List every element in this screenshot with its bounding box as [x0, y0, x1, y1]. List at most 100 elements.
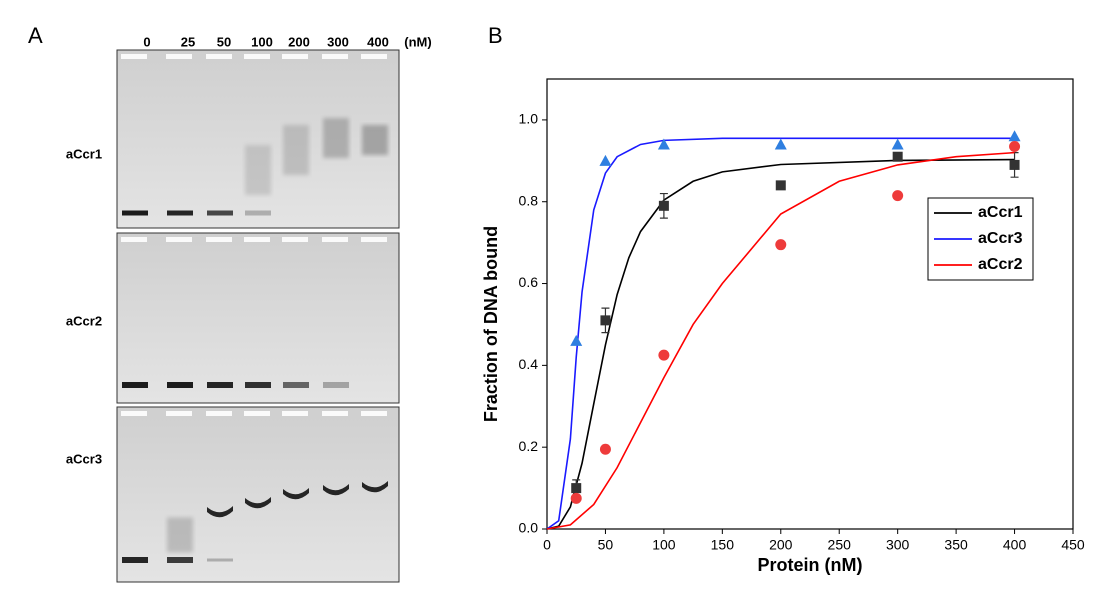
- data-point: [1008, 130, 1021, 142]
- gel-band: [207, 382, 233, 388]
- well: [322, 54, 348, 59]
- gel-band: [283, 382, 309, 388]
- gel-band: [323, 382, 349, 388]
- panel-label: A: [28, 23, 43, 48]
- data-point: [892, 190, 904, 202]
- data-point: [599, 443, 611, 455]
- gel-band: [207, 506, 233, 518]
- data-point: [658, 200, 669, 211]
- gel-band: [323, 484, 349, 496]
- x-tick-label: 100: [652, 537, 676, 553]
- gel-band: [122, 557, 148, 563]
- y-tick-label: 0.2: [519, 438, 539, 454]
- data-point: [657, 138, 670, 150]
- x-tick-label: 250: [828, 537, 852, 553]
- data-point: [774, 138, 787, 150]
- well: [244, 411, 270, 416]
- legend-label: aCcr2: [978, 256, 1023, 273]
- lane-label: 400: [367, 34, 389, 49]
- y-tick-label: 1.0: [519, 111, 539, 127]
- lane-label: 25: [181, 34, 195, 49]
- well: [206, 411, 232, 416]
- y-axis-label: Fraction of DNA bound: [481, 226, 501, 422]
- data-point: [775, 239, 787, 251]
- lane-label: 300: [327, 34, 349, 49]
- lane-label: 200: [288, 34, 310, 49]
- gel-smear: [245, 145, 271, 195]
- data-point: [599, 154, 612, 166]
- x-axis-label: Protein (nM): [758, 555, 863, 575]
- gel-smear: [362, 125, 388, 155]
- well: [361, 54, 387, 59]
- well: [206, 237, 232, 242]
- well: [244, 54, 270, 59]
- legend-label: aCcr3: [978, 230, 1023, 247]
- data-point: [775, 180, 786, 191]
- gel-band: [362, 481, 388, 493]
- gel-band: [245, 382, 271, 388]
- lane-label: 0: [143, 34, 150, 49]
- data-point: [571, 483, 582, 494]
- well: [206, 54, 232, 59]
- fit-curve: [546, 151, 1015, 530]
- data-point: [570, 334, 583, 346]
- well: [322, 411, 348, 416]
- data-point: [1009, 159, 1020, 170]
- x-tick-label: 0: [543, 537, 551, 553]
- well: [282, 54, 308, 59]
- data-point: [570, 492, 582, 504]
- fit-curve: [546, 137, 1015, 530]
- data-point: [892, 151, 903, 162]
- gel-panel: 0 25 50 100 200 300 400 (nM) aCcr1 aCcr2 aCcr3: [66, 34, 432, 583]
- x-tick-label: 150: [711, 537, 735, 553]
- gel-band: [167, 557, 193, 563]
- plot-frame: [546, 78, 1074, 530]
- gel: [116, 406, 400, 583]
- x-tick-label: 400: [1003, 537, 1027, 553]
- y-tick-label: 0.8: [519, 192, 539, 208]
- lane-label: 50: [217, 34, 231, 49]
- gel-band: [122, 382, 148, 388]
- well: [361, 411, 387, 416]
- well: [121, 237, 147, 242]
- well: [121, 54, 147, 59]
- gel-smear: [323, 118, 349, 158]
- gel-band: [207, 558, 233, 562]
- y-tick-label: 0.4: [519, 356, 539, 372]
- well: [282, 237, 308, 242]
- gel: [116, 232, 400, 404]
- well: [166, 54, 192, 59]
- gel-band: [245, 210, 271, 216]
- lane-label: 100: [251, 34, 273, 49]
- data-point: [891, 138, 904, 150]
- data-point: [600, 315, 611, 326]
- gel-band: [167, 382, 193, 388]
- y-tick-label: 0.6: [519, 274, 539, 290]
- data-point: [658, 349, 670, 361]
- chart: 0 50 100 150 200 250 300 350 400 450 0.0 0.2 0.4 0.6 0…: [481, 78, 1085, 575]
- legend-label: aCcr1: [978, 204, 1023, 221]
- gel-band: [245, 497, 271, 509]
- gel-band: [167, 210, 193, 216]
- gel: [116, 49, 400, 229]
- x-tick-label: 450: [1061, 537, 1085, 553]
- row-label: aCcr3: [66, 451, 102, 466]
- gel-band: [207, 210, 233, 216]
- well: [121, 411, 147, 416]
- row-label: aCcr1: [66, 146, 102, 161]
- well: [166, 411, 192, 416]
- row-label: aCcr2: [66, 313, 102, 328]
- x-tick-label: 300: [886, 537, 910, 553]
- gel-smear: [283, 125, 309, 175]
- gel-band: [122, 210, 148, 216]
- well: [166, 237, 192, 242]
- well: [282, 411, 308, 416]
- well: [244, 237, 270, 242]
- gel-band: [283, 488, 309, 500]
- x-tick-label: 50: [598, 537, 614, 553]
- well: [361, 237, 387, 242]
- x-tick-label: 200: [769, 537, 793, 553]
- gel-smear: [167, 517, 193, 553]
- unit-label: (nM): [404, 34, 431, 49]
